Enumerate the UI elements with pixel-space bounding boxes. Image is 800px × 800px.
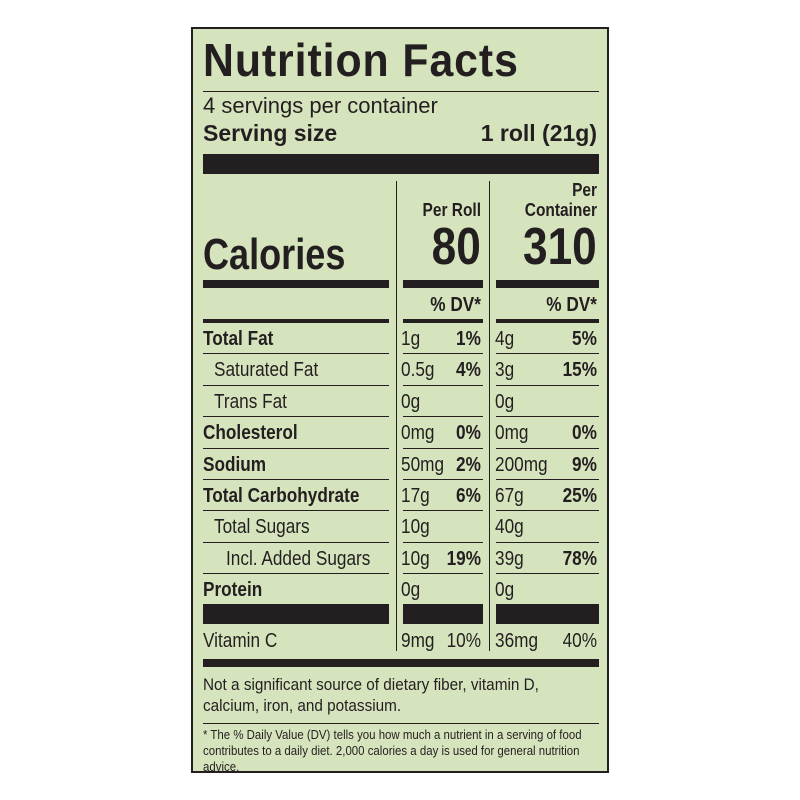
row-divider xyxy=(403,447,483,449)
nutrient-col2-dv: 9% xyxy=(572,453,597,476)
row-divider xyxy=(203,479,389,480)
dv-bar-col1 xyxy=(403,319,483,323)
nutrient-col2-dv: 5% xyxy=(572,328,597,350)
per-container-header-line2: Container xyxy=(524,200,597,220)
nutrient-col1-dv: 1% xyxy=(456,328,481,350)
vitamin-c1-amount: 9mg xyxy=(401,630,435,652)
calories-bar-col2 xyxy=(496,280,599,288)
row-divider xyxy=(403,541,483,543)
row-divider xyxy=(496,573,599,575)
thick-divider-top xyxy=(203,154,599,174)
thick-bar-col2 xyxy=(496,604,599,624)
dv-bar-name xyxy=(203,319,389,323)
row-divider xyxy=(203,384,389,386)
nutrient-name: Protein xyxy=(203,579,263,602)
nutrient-col1-dv: 6% xyxy=(456,485,481,507)
calories-per-container: 310 xyxy=(523,218,597,276)
nutrient-col1-amount: 10g xyxy=(401,516,430,539)
nutrient-col2-dv: 0% xyxy=(572,422,597,445)
dv-header-col2: % DV* xyxy=(546,294,597,316)
row-divider xyxy=(496,353,599,355)
nutrient-name: Cholesterol xyxy=(203,422,298,445)
nutrient-col2-dv: 15% xyxy=(562,359,597,382)
dv-header-col1: % DV* xyxy=(430,294,481,316)
column-divider-1 xyxy=(396,181,397,651)
nutrient-col2-amount: 4g xyxy=(495,328,515,350)
calories-bar-name xyxy=(203,280,389,288)
nutrient-col2-amount: 40g xyxy=(495,516,524,539)
nutrient-col1-dv: 4% xyxy=(456,359,481,382)
nutrient-col1-amount: 50mg xyxy=(401,453,445,476)
nutrient-col1-amount: 0.5g xyxy=(401,359,435,382)
row-divider xyxy=(403,353,483,355)
row-divider xyxy=(203,541,389,543)
thick-bar-name xyxy=(203,604,389,624)
not-significant-note: Not a significant source of dietary fibe… xyxy=(203,675,539,715)
per-roll-header: Per Roll xyxy=(422,200,481,220)
row-divider xyxy=(496,510,599,512)
nutrient-name: Saturated Fat xyxy=(214,359,319,382)
serving-size-value: 1 roll (21g) xyxy=(480,120,597,146)
serving-size-label: Serving size xyxy=(203,120,338,146)
row-divider xyxy=(203,353,389,355)
row-divider xyxy=(203,573,389,575)
nutrient-name: Total Carbohydrate xyxy=(203,485,360,507)
note-divider xyxy=(203,723,599,724)
row-divider xyxy=(403,479,483,480)
vitamin-name: Vitamin C xyxy=(203,630,278,652)
nutrient-col2-amount: 0mg xyxy=(495,422,529,445)
nutrient-col2-amount: 200mg xyxy=(495,453,548,476)
nutrient-col1-amount: 0g xyxy=(401,390,421,413)
nutrient-col2-amount: 3g xyxy=(495,359,515,382)
thick-divider-bottom xyxy=(203,659,599,667)
calories-bar-col1 xyxy=(403,280,483,288)
row-divider xyxy=(403,573,483,575)
nutrient-name: Incl. Added Sugars xyxy=(226,547,371,570)
nutrient-col1-amount: 10g xyxy=(401,547,430,570)
column-divider-2 xyxy=(489,181,490,651)
nutrient-name: Total Fat xyxy=(203,328,274,350)
row-divider xyxy=(203,416,389,418)
calories-label: Calories xyxy=(203,230,346,279)
calories-per-roll: 80 xyxy=(431,218,481,276)
nutrient-name: Sodium xyxy=(203,453,267,476)
nutrient-col1-amount: 1g xyxy=(401,328,421,350)
nutrient-col1-dv: 0% xyxy=(456,422,481,445)
dv-bar-col2 xyxy=(496,319,599,323)
nutrient-col1-dv: 2% xyxy=(456,453,481,476)
row-divider xyxy=(403,384,483,386)
nutrient-col2-amount: 0g xyxy=(495,579,515,602)
nutrient-col2-dv: 78% xyxy=(562,547,597,570)
nutrient-col2-dv: 25% xyxy=(562,485,597,507)
row-divider xyxy=(496,541,599,543)
thick-bar-col1 xyxy=(403,604,483,624)
per-container-header-line1: Per xyxy=(572,180,597,200)
row-divider xyxy=(496,479,599,480)
nutrient-name: Trans Fat xyxy=(214,390,287,413)
nutrient-col2-amount: 39g xyxy=(495,547,524,570)
nutrient-col1-dv: 19% xyxy=(446,547,481,570)
nutrient-col1-amount: 0g xyxy=(401,579,421,602)
vitamin-c2-amount: 36mg xyxy=(495,630,539,652)
row-divider xyxy=(496,384,599,386)
vitamin-c2-dv: 40% xyxy=(562,630,597,652)
row-divider xyxy=(403,416,483,418)
nutrient-col2-amount: 67g xyxy=(495,485,524,507)
nutrient-col1-amount: 17g xyxy=(401,485,430,507)
row-divider xyxy=(203,447,389,449)
daily-value-footnote: * The % Daily Value (DV) tells you how m… xyxy=(203,727,582,774)
title-divider xyxy=(203,91,599,92)
row-divider xyxy=(496,416,599,418)
nutrition-facts-label: Nutrition Facts 4 servings per container… xyxy=(191,27,609,774)
row-divider xyxy=(496,447,599,449)
vitamin-c1-dv: 10% xyxy=(446,630,481,652)
label-title: Nutrition Facts xyxy=(203,34,519,86)
nutrient-name: Total Sugars xyxy=(214,516,310,539)
row-divider xyxy=(403,510,483,512)
row-divider xyxy=(203,510,389,512)
servings-per-container: 4 servings per container xyxy=(203,93,438,118)
nutrient-col1-amount: 0mg xyxy=(401,422,435,445)
nutrient-col2-amount: 0g xyxy=(495,390,515,413)
